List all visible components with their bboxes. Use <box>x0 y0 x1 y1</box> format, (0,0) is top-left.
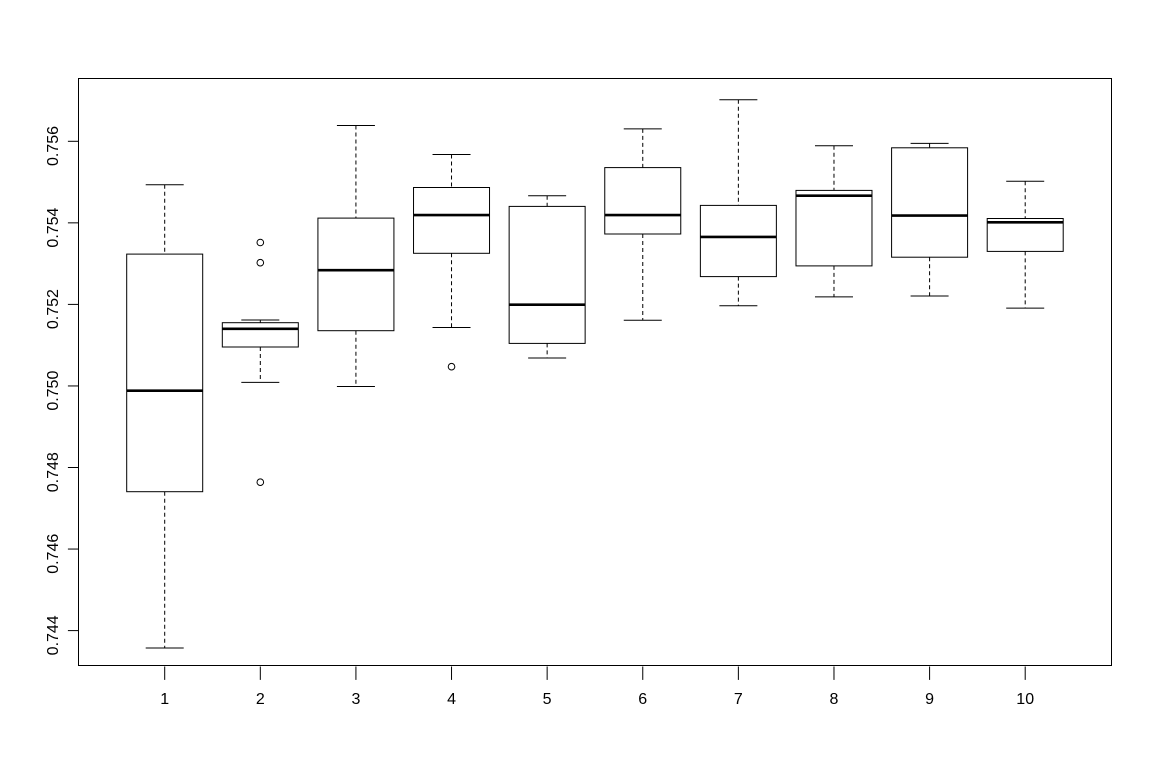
svg-text:9: 9 <box>925 691 934 708</box>
svg-text:3: 3 <box>351 691 360 708</box>
svg-text:2: 2 <box>256 691 265 708</box>
svg-text:0.750: 0.750 <box>45 371 62 411</box>
svg-text:5: 5 <box>543 691 552 708</box>
svg-text:6: 6 <box>638 691 647 708</box>
svg-text:0.748: 0.748 <box>45 452 62 492</box>
svg-text:1: 1 <box>160 691 169 708</box>
svg-text:0.754: 0.754 <box>45 207 62 247</box>
svg-text:4: 4 <box>447 691 456 708</box>
svg-text:0.756: 0.756 <box>45 126 62 166</box>
svg-text:0.752: 0.752 <box>45 289 62 329</box>
svg-text:10: 10 <box>1016 691 1034 708</box>
svg-text:8: 8 <box>830 691 839 708</box>
svg-text:7: 7 <box>734 691 743 708</box>
svg-text:0.744: 0.744 <box>45 615 62 655</box>
svg-text:0.746: 0.746 <box>45 534 62 574</box>
